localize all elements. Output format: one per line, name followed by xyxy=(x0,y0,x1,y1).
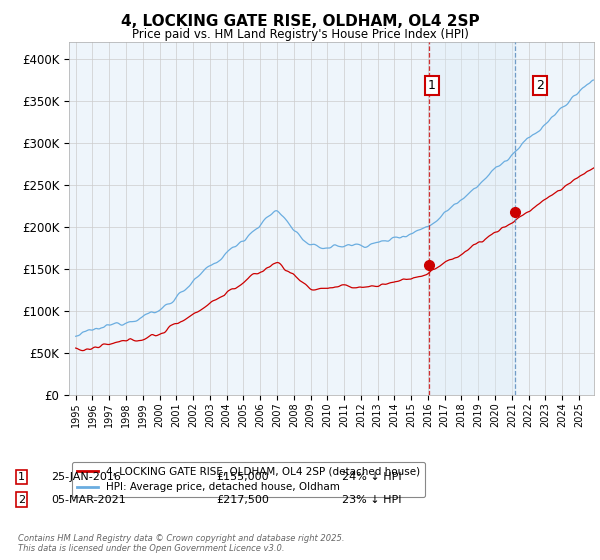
Text: Contains HM Land Registry data © Crown copyright and database right 2025.
This d: Contains HM Land Registry data © Crown c… xyxy=(18,534,344,553)
Text: 05-MAR-2021: 05-MAR-2021 xyxy=(51,494,126,505)
Text: 25-JAN-2016: 25-JAN-2016 xyxy=(51,472,121,482)
Text: 24% ↓ HPI: 24% ↓ HPI xyxy=(342,472,401,482)
Text: £217,500: £217,500 xyxy=(216,494,269,505)
Legend: 4, LOCKING GATE RISE, OLDHAM, OL4 2SP (detached house), HPI: Average price, deta: 4, LOCKING GATE RISE, OLDHAM, OL4 2SP (d… xyxy=(71,462,425,497)
Text: £155,000: £155,000 xyxy=(216,472,269,482)
Bar xyxy=(429,42,515,395)
Text: 4, LOCKING GATE RISE, OLDHAM, OL4 2SP: 4, LOCKING GATE RISE, OLDHAM, OL4 2SP xyxy=(121,14,479,29)
Text: 1: 1 xyxy=(428,79,436,92)
Text: 2: 2 xyxy=(536,79,544,92)
Text: 23% ↓ HPI: 23% ↓ HPI xyxy=(342,494,401,505)
Text: 2: 2 xyxy=(18,494,25,505)
Text: 1: 1 xyxy=(18,472,25,482)
Text: Price paid vs. HM Land Registry's House Price Index (HPI): Price paid vs. HM Land Registry's House … xyxy=(131,28,469,41)
